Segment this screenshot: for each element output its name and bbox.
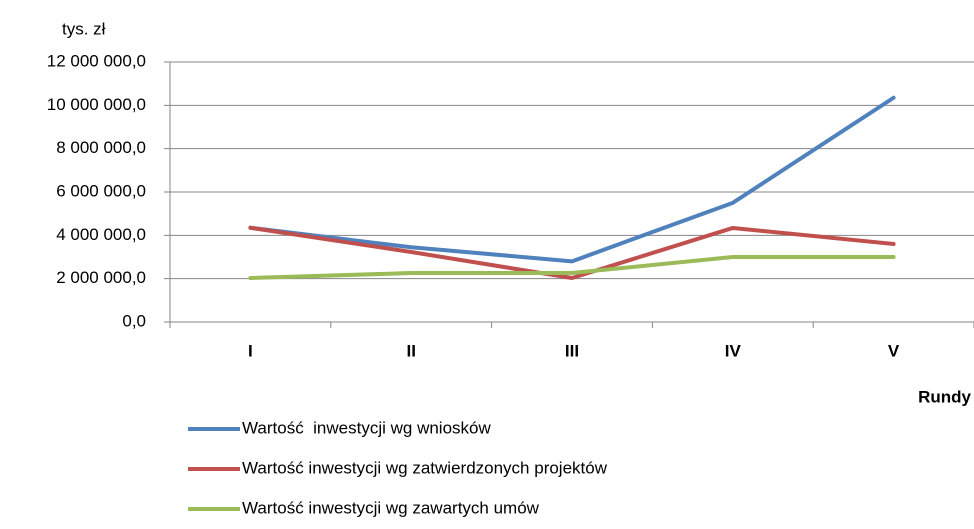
x-tick-label: IV: [725, 341, 742, 360]
x-tick-label: V: [888, 341, 900, 360]
legend-label: Wartość inwestycji wg wniosków: [242, 418, 491, 437]
y-tick-label: 10 000 000,0: [47, 95, 146, 114]
y-tick-label: 8 000 000,0: [56, 138, 146, 157]
x-axis-label: Rundy: [918, 387, 971, 406]
y-tick-label: 6 000 000,0: [56, 181, 146, 200]
y-tick-label: 0,0: [122, 311, 146, 330]
y-tick-label: 4 000 000,0: [56, 225, 146, 244]
x-tick-label: II: [406, 341, 415, 360]
y-tick-label: 2 000 000,0: [56, 268, 146, 287]
legend-label: Wartość inwestycji wg zawartych umów: [242, 498, 540, 517]
series-line: [248, 255, 896, 281]
x-tick-label: I: [248, 341, 253, 360]
legend-label: Wartość inwestycji wg zatwierdzonych pro…: [242, 458, 608, 477]
y-tick-label: 12 000 000,0: [47, 51, 146, 70]
series-line: [248, 225, 896, 281]
x-tick-label: III: [565, 341, 579, 360]
y-axis-label: tys. zł: [62, 19, 106, 38]
series-line: [248, 95, 896, 264]
